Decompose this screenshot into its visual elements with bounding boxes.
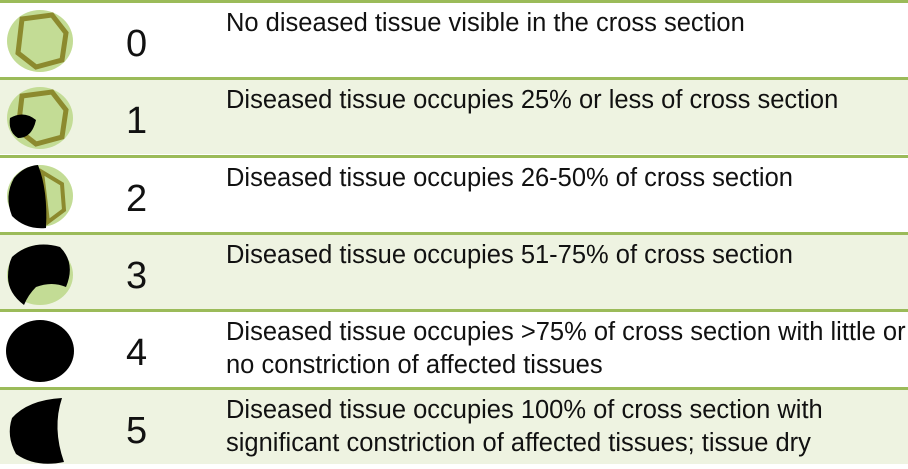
description: No diseased tissue visible in the cross … xyxy=(226,7,906,40)
table-row: 3 Diseased tissue occupies 51-75% of cro… xyxy=(0,232,908,309)
cross-section-icon xyxy=(2,82,82,154)
score: 1 xyxy=(126,100,147,143)
description: Diseased tissue occupies 51-75% of cross… xyxy=(226,239,906,272)
description: Diseased tissue occupies 26-50% of cross… xyxy=(226,162,906,195)
score: 3 xyxy=(126,255,147,298)
cross-section-icon xyxy=(2,5,82,77)
table-row: 1 Diseased tissue occupies 25% or less o… xyxy=(0,77,908,154)
score: 5 xyxy=(126,410,147,453)
score: 2 xyxy=(126,178,147,221)
table-row: 0 No diseased tissue visible in the cros… xyxy=(0,0,908,77)
cross-section-icon xyxy=(2,160,82,232)
cross-section-icon xyxy=(2,392,82,469)
description: Diseased tissue occupies >75% of cross s… xyxy=(226,316,906,382)
score: 4 xyxy=(126,332,147,375)
page: 0 No diseased tissue visible in the cros… xyxy=(0,0,908,464)
cross-section-icon xyxy=(2,237,82,309)
table-row: 4 Diseased tissue occupies >75% of cross… xyxy=(0,309,908,386)
table-row: 5 Diseased tissue occupies 100% of cross… xyxy=(0,387,908,464)
description: Diseased tissue occupies 100% of cross s… xyxy=(226,394,906,460)
table-row: 2 Diseased tissue occupies 26-50% of cro… xyxy=(0,155,908,232)
cross-section-icon xyxy=(2,314,82,386)
score: 0 xyxy=(126,23,147,66)
description: Diseased tissue occupies 25% or less of … xyxy=(226,84,906,117)
